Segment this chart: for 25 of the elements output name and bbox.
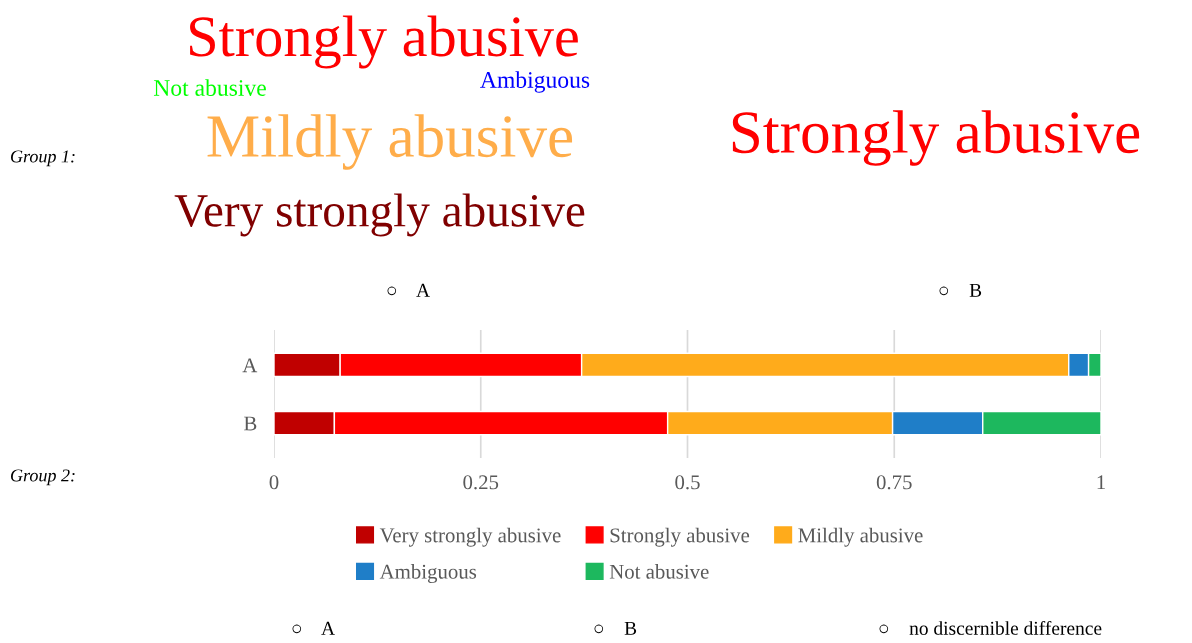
legend-label: Strongly abusive bbox=[610, 527, 750, 547]
x-tick-label: 0.25 bbox=[463, 475, 499, 490]
text: Not abusive bbox=[153, 79, 266, 96]
text: ○ A bbox=[292, 621, 335, 635]
text: Strongly abusive bbox=[190, 15, 578, 69]
x-tick-label: 0 bbox=[269, 475, 279, 490]
text: ○ B bbox=[594, 621, 637, 635]
text: Ambiguous bbox=[480, 71, 590, 93]
x-tick-label: 1 bbox=[1097, 475, 1105, 490]
legend-label: Not abusive bbox=[609, 564, 709, 579]
y-tick-label: B bbox=[244, 416, 257, 431]
text: Group 2: bbox=[11, 469, 75, 486]
x-tick-label: 0.75 bbox=[876, 475, 912, 490]
text: ○ B bbox=[939, 283, 982, 297]
text: Group 1: bbox=[11, 150, 75, 167]
y-tick-label: A bbox=[242, 358, 258, 373]
text: Very strongly abusive bbox=[174, 193, 585, 237]
text: Strongly abusive bbox=[732, 110, 1140, 166]
text: Mildly abusive bbox=[207, 114, 573, 170]
legend-label: Ambiguous bbox=[379, 564, 477, 584]
x-tick-label: 0.5 bbox=[675, 475, 700, 490]
legend-label: Mildly abusive bbox=[798, 527, 923, 547]
text: ○ no discernible difference bbox=[879, 620, 1102, 635]
legend-label: Very strongly abusive bbox=[379, 527, 561, 547]
text: ○ A bbox=[387, 283, 430, 297]
